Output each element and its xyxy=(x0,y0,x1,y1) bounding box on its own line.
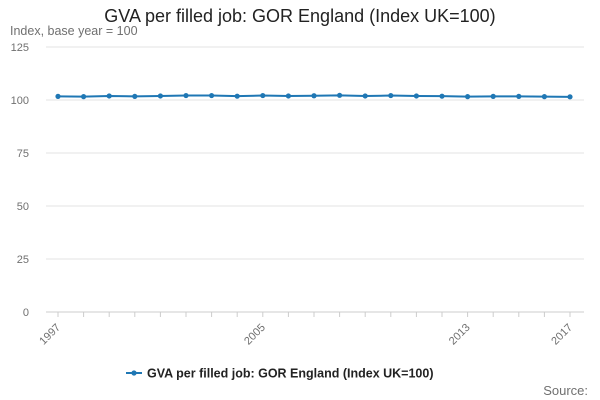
data-point[interactable] xyxy=(490,93,496,99)
chart-title: GVA per filled job: GOR England (Index U… xyxy=(104,6,496,26)
y-tick-label: 25 xyxy=(17,254,29,266)
data-point[interactable] xyxy=(183,92,189,99)
data-point[interactable] xyxy=(439,93,445,99)
data-point[interactable] xyxy=(516,93,522,99)
legend-swatch-marker xyxy=(131,370,137,376)
legend[interactable]: GVA per filled job: GOR England (Index U… xyxy=(126,367,434,381)
data-point[interactable] xyxy=(55,93,61,99)
y-tick-label: 75 xyxy=(17,148,29,160)
data-point[interactable] xyxy=(234,93,240,99)
y-tick-label: 0 xyxy=(23,307,29,319)
data-point[interactable] xyxy=(311,93,317,99)
x-axis: 1997 2005 2013 2017 xyxy=(37,311,584,348)
data-point[interactable] xyxy=(209,92,215,99)
data-point[interactable] xyxy=(81,94,87,100)
data-point[interactable] xyxy=(413,93,419,99)
data-point[interactable] xyxy=(465,94,471,100)
data-point[interactable] xyxy=(388,92,394,99)
y-axis-label: Index, base year = 100 xyxy=(10,24,138,38)
data-point[interactable] xyxy=(285,93,291,99)
source-label: Source: xyxy=(543,383,588,398)
data-point[interactable] xyxy=(132,93,138,99)
series-group xyxy=(55,92,573,100)
y-tick-label: 50 xyxy=(17,201,29,213)
data-point[interactable] xyxy=(362,93,368,99)
data-point[interactable] xyxy=(567,94,573,100)
gridlines xyxy=(46,46,584,260)
x-tick-label: 1997 xyxy=(37,322,63,348)
data-point[interactable] xyxy=(260,92,266,99)
y-tick-label: 125 xyxy=(11,42,29,54)
y-tick-labels: 0 25 50 75 100 125 xyxy=(11,42,29,319)
data-point[interactable] xyxy=(541,94,548,100)
x-tick-label: 2013 xyxy=(447,322,473,348)
data-point[interactable] xyxy=(106,93,112,99)
data-point[interactable] xyxy=(157,93,163,99)
x-tick-label: 2017 xyxy=(549,322,575,348)
data-point[interactable] xyxy=(337,92,343,98)
legend-label: GVA per filled job: GOR England (Index U… xyxy=(147,367,434,381)
x-tick-label: 2005 xyxy=(242,322,268,348)
y-tick-label: 100 xyxy=(11,95,29,107)
